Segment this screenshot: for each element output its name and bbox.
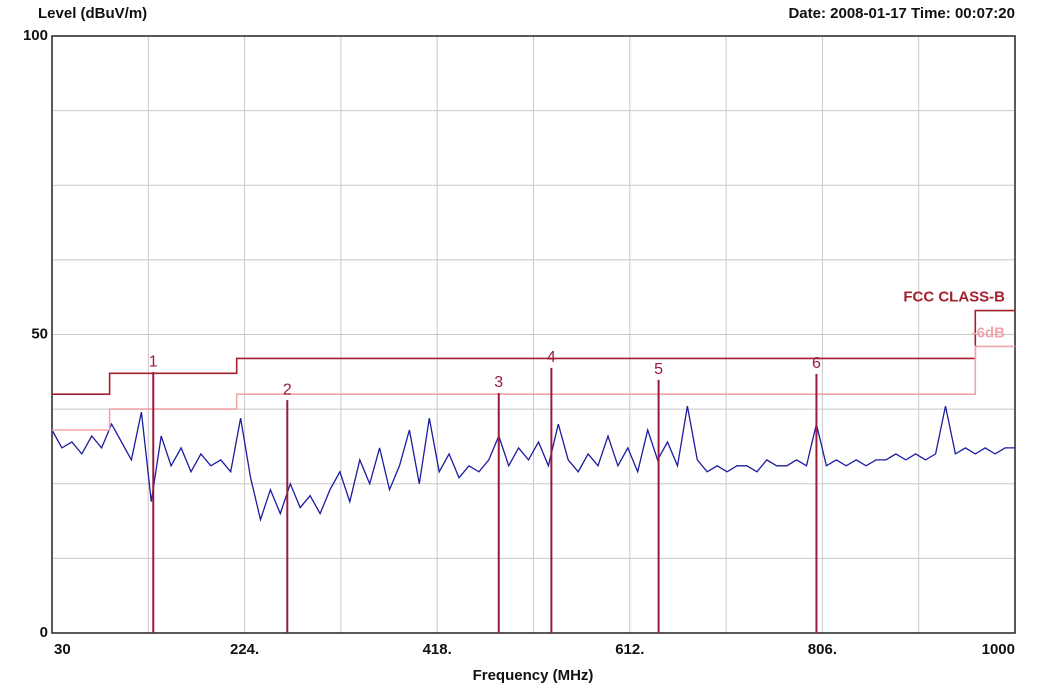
y-tick-label: 50 <box>31 325 48 342</box>
y-axis-label: Level (dBuV/m) <box>38 5 147 22</box>
legend-label: FCC CLASS-B <box>903 289 1005 306</box>
x-tick-label: 806. <box>808 641 837 658</box>
spectrum-trace <box>51 405 1015 522</box>
timestamp: Date: 2008-01-17 Time: 00:07:20 <box>788 5 1015 22</box>
x-axis-label: Frequency (MHz) <box>473 667 594 684</box>
marker-label: 2 <box>283 381 292 398</box>
x-tick-label: 224. <box>230 641 259 658</box>
x-tick-label: 418. <box>423 641 452 658</box>
marker-label: 3 <box>494 374 503 391</box>
marker-label: 5 <box>654 361 663 378</box>
limit-line <box>52 309 1015 395</box>
marker-label: 4 <box>547 349 556 366</box>
legend-label: -6dB <box>972 324 1006 341</box>
y-tick-label: 100 <box>23 27 48 44</box>
marker-label: 6 <box>812 355 821 372</box>
marker-label: 1 <box>149 353 158 370</box>
x-tick-label: 1000 <box>982 641 1015 658</box>
limit-line <box>52 345 1015 431</box>
plot-frame <box>51 35 1016 634</box>
x-tick-label: 30 <box>54 641 71 658</box>
x-tick-label: 612. <box>615 641 644 658</box>
y-tick-label: 0 <box>40 624 48 641</box>
